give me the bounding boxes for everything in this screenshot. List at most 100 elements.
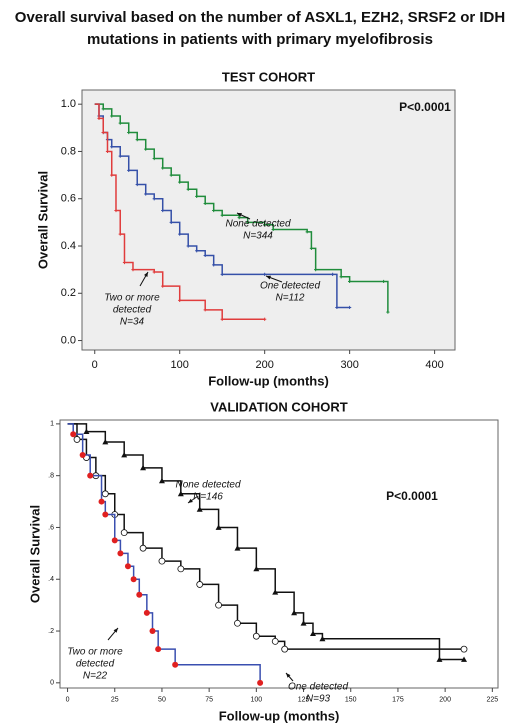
censor-mark [271,227,275,232]
censor-mark [348,279,352,284]
censor-mark [212,263,216,267]
x-tick-label: 50 [158,697,166,704]
censor-mark [386,310,390,314]
censor-mark [135,182,139,187]
label-arrowhead [237,213,242,217]
censor-mark [460,645,468,653]
x-tick-label: 100 [251,697,263,704]
y-tick-label: .2 [48,628,54,635]
censor-mark [253,565,260,572]
censor-mark [110,145,114,149]
x-tick-label: 125 [298,697,310,704]
x-tick-label: 200 [439,697,451,704]
chart-title: VALIDATION COHORT [210,399,348,414]
censor-mark [144,192,148,196]
y-tick-label: 0.0 [61,334,76,346]
censor-mark [120,529,128,537]
censor-mark [281,645,289,653]
censor-mark [101,490,109,498]
censor-mark [271,637,279,645]
censor-mark [177,565,185,573]
censor-mark [169,173,173,177]
label-arrowhead [286,673,291,678]
censor-mark [136,591,143,598]
curve-label: N=93 [306,694,331,705]
censor-mark [178,232,182,236]
survival-curve [67,423,465,661]
figure-title: Overall survival based on the number of … [15,9,505,26]
y-tick-label: 0.6 [61,193,76,205]
x-tick-label: 75 [205,697,213,704]
censor-mark [196,581,204,588]
censor-mark [212,208,216,213]
censor-mark [105,149,110,154]
censor-mark [118,232,122,236]
p-value: P<0.0001 [386,489,438,503]
censor-mark [220,317,224,321]
censor-mark [158,477,165,484]
y-tick-label: .6 [48,524,54,531]
censor-mark [319,635,326,642]
y-tick-label: 1 [50,421,54,428]
censor-mark [102,511,109,518]
censor-mark [195,194,199,198]
x-tick-label: 175 [392,697,404,704]
censor-mark [215,524,222,530]
censor-mark [177,490,184,497]
survival-curve [94,103,265,321]
censor-mark [309,630,316,637]
censor-mark [339,275,343,279]
y-tick-label: 1.0 [61,98,76,110]
label-arrowhead [266,275,271,280]
curve-label: N=344 [243,231,273,242]
censor-mark [335,305,339,310]
y-tick-label: 0.2 [61,287,76,299]
curve-label: One detected [260,281,320,292]
censor-mark [300,620,307,626]
censor-mark [158,557,166,565]
censor-mark [186,244,190,248]
censor-mark [203,201,207,206]
censor-mark [155,646,162,653]
censor-mark [87,472,94,479]
censor-mark [114,208,118,213]
censor-mark [149,628,156,635]
censor-mark [234,545,241,551]
chart-title: TEST COHORT [222,69,315,84]
censor-mark [234,619,241,627]
censor-mark [252,632,260,640]
censor-mark [382,279,386,284]
censor-mark [215,601,222,609]
censor-mark [102,439,109,445]
censor-mark [131,268,135,272]
censor-mark [196,506,203,512]
censor-mark [121,451,128,458]
label-arrowhead [113,628,118,633]
plot-area [81,89,456,351]
censor-mark [161,166,165,170]
y-tick-label: .4 [48,576,54,583]
censor-mark [203,308,207,312]
censor-mark [122,260,127,265]
label-arrowhead [144,272,148,277]
x-tick-label: 200 [255,359,273,371]
curve-label: N=112 [275,293,304,304]
censor-mark [97,116,101,120]
curve-label: detected [76,659,115,670]
curve-label: N=146 [193,492,223,503]
censor-mark [220,213,224,217]
censor-mark [127,130,131,135]
censor-mark [124,563,131,570]
censor-mark [152,197,156,201]
x-tick-label: 25 [111,697,119,704]
censor-mark [110,114,114,118]
censor-mark [195,249,199,253]
y-axis-label: Overall Survival [35,171,50,269]
curve-label: One detected [288,682,348,693]
censor-mark [461,656,468,662]
censor-mark [291,609,298,616]
y-tick-label: 0 [50,680,54,687]
censor-mark [117,550,124,557]
curve-label: detected [113,305,152,316]
